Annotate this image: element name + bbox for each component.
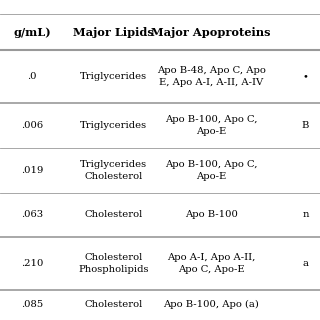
Text: a: a xyxy=(303,259,308,268)
Text: Apo B-100: Apo B-100 xyxy=(185,210,238,219)
Text: Cholesterol
Phospholipids: Cholesterol Phospholipids xyxy=(78,253,149,274)
Text: .019: .019 xyxy=(21,166,43,175)
Text: Apo B-100, Apo (a): Apo B-100, Apo (a) xyxy=(163,300,259,309)
Text: Triglycerides
Cholesterol: Triglycerides Cholesterol xyxy=(80,160,147,180)
Text: Apo B-48, Apo C, Apo
E, Apo A-I, A-II, A-IV: Apo B-48, Apo C, Apo E, Apo A-I, A-II, A… xyxy=(157,66,266,87)
Text: Apo B-100, Apo C,
Apo-E: Apo B-100, Apo C, Apo-E xyxy=(165,115,258,136)
Text: g/mL): g/mL) xyxy=(13,27,51,37)
Text: Apo A-I, Apo A-II,
Apo C, Apo-E: Apo A-I, Apo A-II, Apo C, Apo-E xyxy=(167,253,255,274)
Text: Major Lipids: Major Lipids xyxy=(73,27,154,37)
Text: .006: .006 xyxy=(21,121,43,130)
Text: Major Apoproteins: Major Apoproteins xyxy=(151,27,271,37)
Text: .0: .0 xyxy=(27,72,37,81)
Text: Cholesterol: Cholesterol xyxy=(84,300,143,309)
Text: Cholesterol: Cholesterol xyxy=(84,210,143,219)
Text: Apo B-100, Apo C,
Apo-E: Apo B-100, Apo C, Apo-E xyxy=(165,160,258,180)
Text: •: • xyxy=(303,72,308,81)
Text: .210: .210 xyxy=(21,259,43,268)
Text: .085: .085 xyxy=(21,300,43,309)
Text: Triglycerides: Triglycerides xyxy=(80,121,147,130)
Text: n: n xyxy=(302,210,309,219)
Text: Triglycerides: Triglycerides xyxy=(80,72,147,81)
Text: B: B xyxy=(302,121,309,130)
Text: .063: .063 xyxy=(21,210,43,219)
